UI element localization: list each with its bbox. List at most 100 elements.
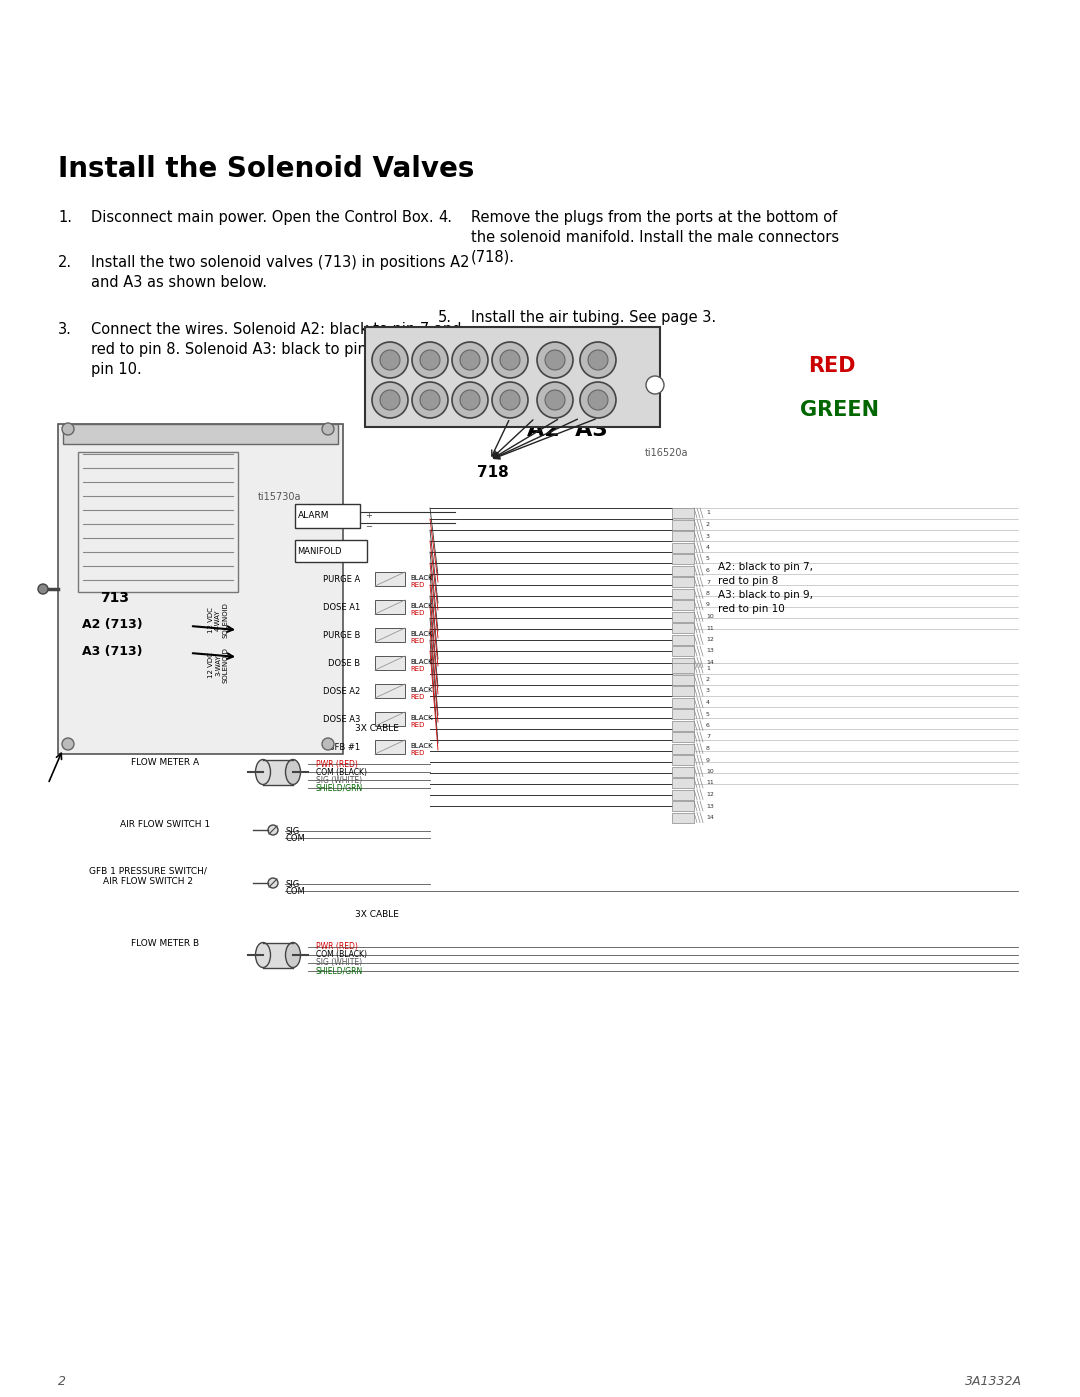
Text: 11: 11 (706, 781, 714, 785)
Text: DOSE A3: DOSE A3 (323, 714, 360, 724)
Text: SIG (WHITE): SIG (WHITE) (316, 775, 362, 785)
Text: DOSE B: DOSE B (328, 658, 360, 668)
Text: 2: 2 (58, 1375, 66, 1389)
Bar (672, 686, 694, 696)
Bar (672, 721, 694, 731)
Text: −: − (365, 522, 372, 531)
Bar (672, 599, 694, 610)
Circle shape (545, 351, 565, 370)
Circle shape (420, 351, 440, 370)
Bar (672, 520, 694, 529)
Text: Remove the plugs from the ports at the bottom of
the solenoid manifold. Install : Remove the plugs from the ports at the b… (471, 210, 839, 264)
Circle shape (380, 390, 400, 409)
Bar (375, 712, 405, 726)
Bar (264, 943, 293, 968)
Text: 718: 718 (477, 465, 509, 481)
Text: GFB #1: GFB #1 (328, 742, 360, 752)
Text: 4.: 4. (438, 210, 453, 225)
Bar (672, 743, 694, 753)
Text: BLACK: BLACK (410, 659, 433, 665)
Bar (672, 813, 694, 823)
Circle shape (62, 423, 75, 434)
Text: 3: 3 (706, 534, 710, 538)
Bar (295, 504, 360, 528)
Ellipse shape (285, 943, 300, 968)
Text: DOSE A1: DOSE A1 (323, 602, 360, 612)
Bar (375, 740, 405, 754)
Text: 11: 11 (706, 626, 714, 630)
Circle shape (372, 342, 408, 379)
Bar (672, 664, 694, 673)
Bar (672, 800, 694, 812)
Text: DOSE A2: DOSE A2 (323, 686, 360, 696)
Bar (672, 645, 694, 657)
Text: SHIELD/GRN: SHIELD/GRN (316, 784, 363, 792)
Ellipse shape (285, 760, 300, 785)
Bar (672, 697, 694, 707)
Text: 12 VDC
3-WAY
SOLENOID: 12 VDC 3-WAY SOLENOID (208, 647, 228, 683)
Text: BLACK: BLACK (410, 715, 433, 721)
Text: RED: RED (410, 666, 424, 672)
Bar (672, 634, 694, 644)
Text: PURGE B: PURGE B (323, 630, 360, 640)
Bar (375, 657, 405, 671)
Text: +: + (365, 511, 372, 520)
Text: 13: 13 (706, 803, 714, 809)
Bar (375, 629, 405, 643)
Text: RED: RED (410, 750, 424, 756)
Text: BLACK: BLACK (410, 604, 433, 609)
Bar (672, 555, 694, 564)
Text: 9: 9 (706, 602, 710, 608)
Text: ti15730a: ti15730a (258, 492, 301, 502)
Text: Disconnect main power. Open the Control Box.: Disconnect main power. Open the Control … (91, 210, 434, 225)
Circle shape (38, 584, 48, 594)
Circle shape (588, 390, 608, 409)
Text: 13: 13 (706, 648, 714, 654)
Text: 3.: 3. (58, 321, 72, 337)
Text: BLACK: BLACK (410, 576, 433, 581)
Bar (63, 425, 338, 444)
Text: ALARM: ALARM (298, 511, 329, 521)
Circle shape (500, 351, 519, 370)
Text: 2: 2 (706, 522, 710, 527)
Circle shape (380, 351, 400, 370)
Text: A3 (713): A3 (713) (82, 645, 143, 658)
Text: PURGE A: PURGE A (323, 574, 360, 584)
Text: GREEN: GREEN (800, 400, 879, 420)
Text: A2: black to pin 7,
red to pin 8
A3: black to pin 9,
red to pin 10: A2: black to pin 7, red to pin 8 A3: bla… (718, 562, 813, 615)
Bar (672, 509, 694, 518)
Text: RED: RED (410, 610, 424, 616)
Bar (672, 710, 694, 719)
Circle shape (537, 381, 573, 418)
Text: RED: RED (410, 583, 424, 588)
Circle shape (322, 423, 334, 434)
Text: 3A1332A: 3A1332A (966, 1375, 1022, 1389)
Text: 14: 14 (706, 814, 714, 820)
Text: ti16520a: ti16520a (645, 448, 689, 458)
Text: 4: 4 (706, 545, 710, 550)
Text: 5: 5 (706, 711, 710, 717)
Text: Install the air tubing. See page 3.: Install the air tubing. See page 3. (471, 310, 716, 326)
Text: AIR FLOW SWITCH 1: AIR FLOW SWITCH 1 (120, 820, 211, 828)
Text: BLACK: BLACK (410, 631, 433, 637)
Text: 713: 713 (100, 591, 129, 605)
Text: SIG (WHITE): SIG (WHITE) (316, 958, 362, 968)
Text: 6: 6 (706, 569, 710, 573)
Bar (672, 754, 694, 766)
Bar (672, 675, 694, 685)
Circle shape (62, 738, 75, 750)
Bar (375, 685, 405, 698)
Text: COM (BLACK): COM (BLACK) (316, 767, 367, 777)
Text: 12: 12 (706, 792, 714, 798)
Text: RED: RED (808, 356, 855, 376)
Text: RED: RED (410, 694, 424, 700)
Circle shape (268, 877, 278, 888)
Bar (375, 571, 405, 585)
Text: 1: 1 (706, 665, 710, 671)
Text: COM (BLACK): COM (BLACK) (316, 950, 367, 960)
Circle shape (372, 381, 408, 418)
Text: A2 (713): A2 (713) (82, 617, 143, 631)
Circle shape (460, 390, 480, 409)
Circle shape (322, 738, 334, 750)
Bar (264, 760, 293, 785)
